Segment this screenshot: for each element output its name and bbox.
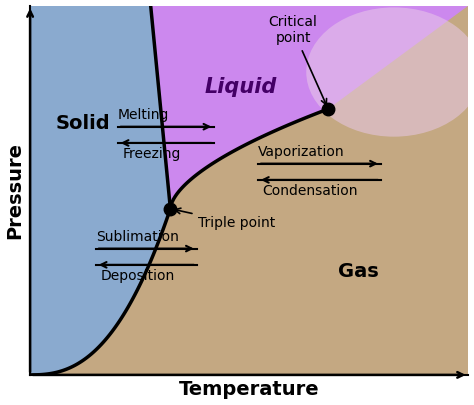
Text: Solid: Solid <box>55 114 110 133</box>
Text: Critical
point: Critical point <box>269 15 327 105</box>
Y-axis label: Pressure: Pressure <box>6 142 25 239</box>
Text: Condensation: Condensation <box>263 184 358 198</box>
Text: Freezing: Freezing <box>122 147 181 161</box>
Text: Gas: Gas <box>338 262 379 281</box>
Polygon shape <box>30 6 170 375</box>
X-axis label: Temperature: Temperature <box>179 380 319 399</box>
Ellipse shape <box>306 7 474 136</box>
Text: Sublimation: Sublimation <box>96 230 179 244</box>
Text: Vaporization: Vaporization <box>258 145 345 159</box>
Text: Deposition: Deposition <box>100 269 174 283</box>
Text: Melting: Melting <box>118 108 169 122</box>
Polygon shape <box>151 6 468 209</box>
Text: Liquid: Liquid <box>204 77 277 97</box>
Text: Triple point: Triple point <box>175 208 275 230</box>
